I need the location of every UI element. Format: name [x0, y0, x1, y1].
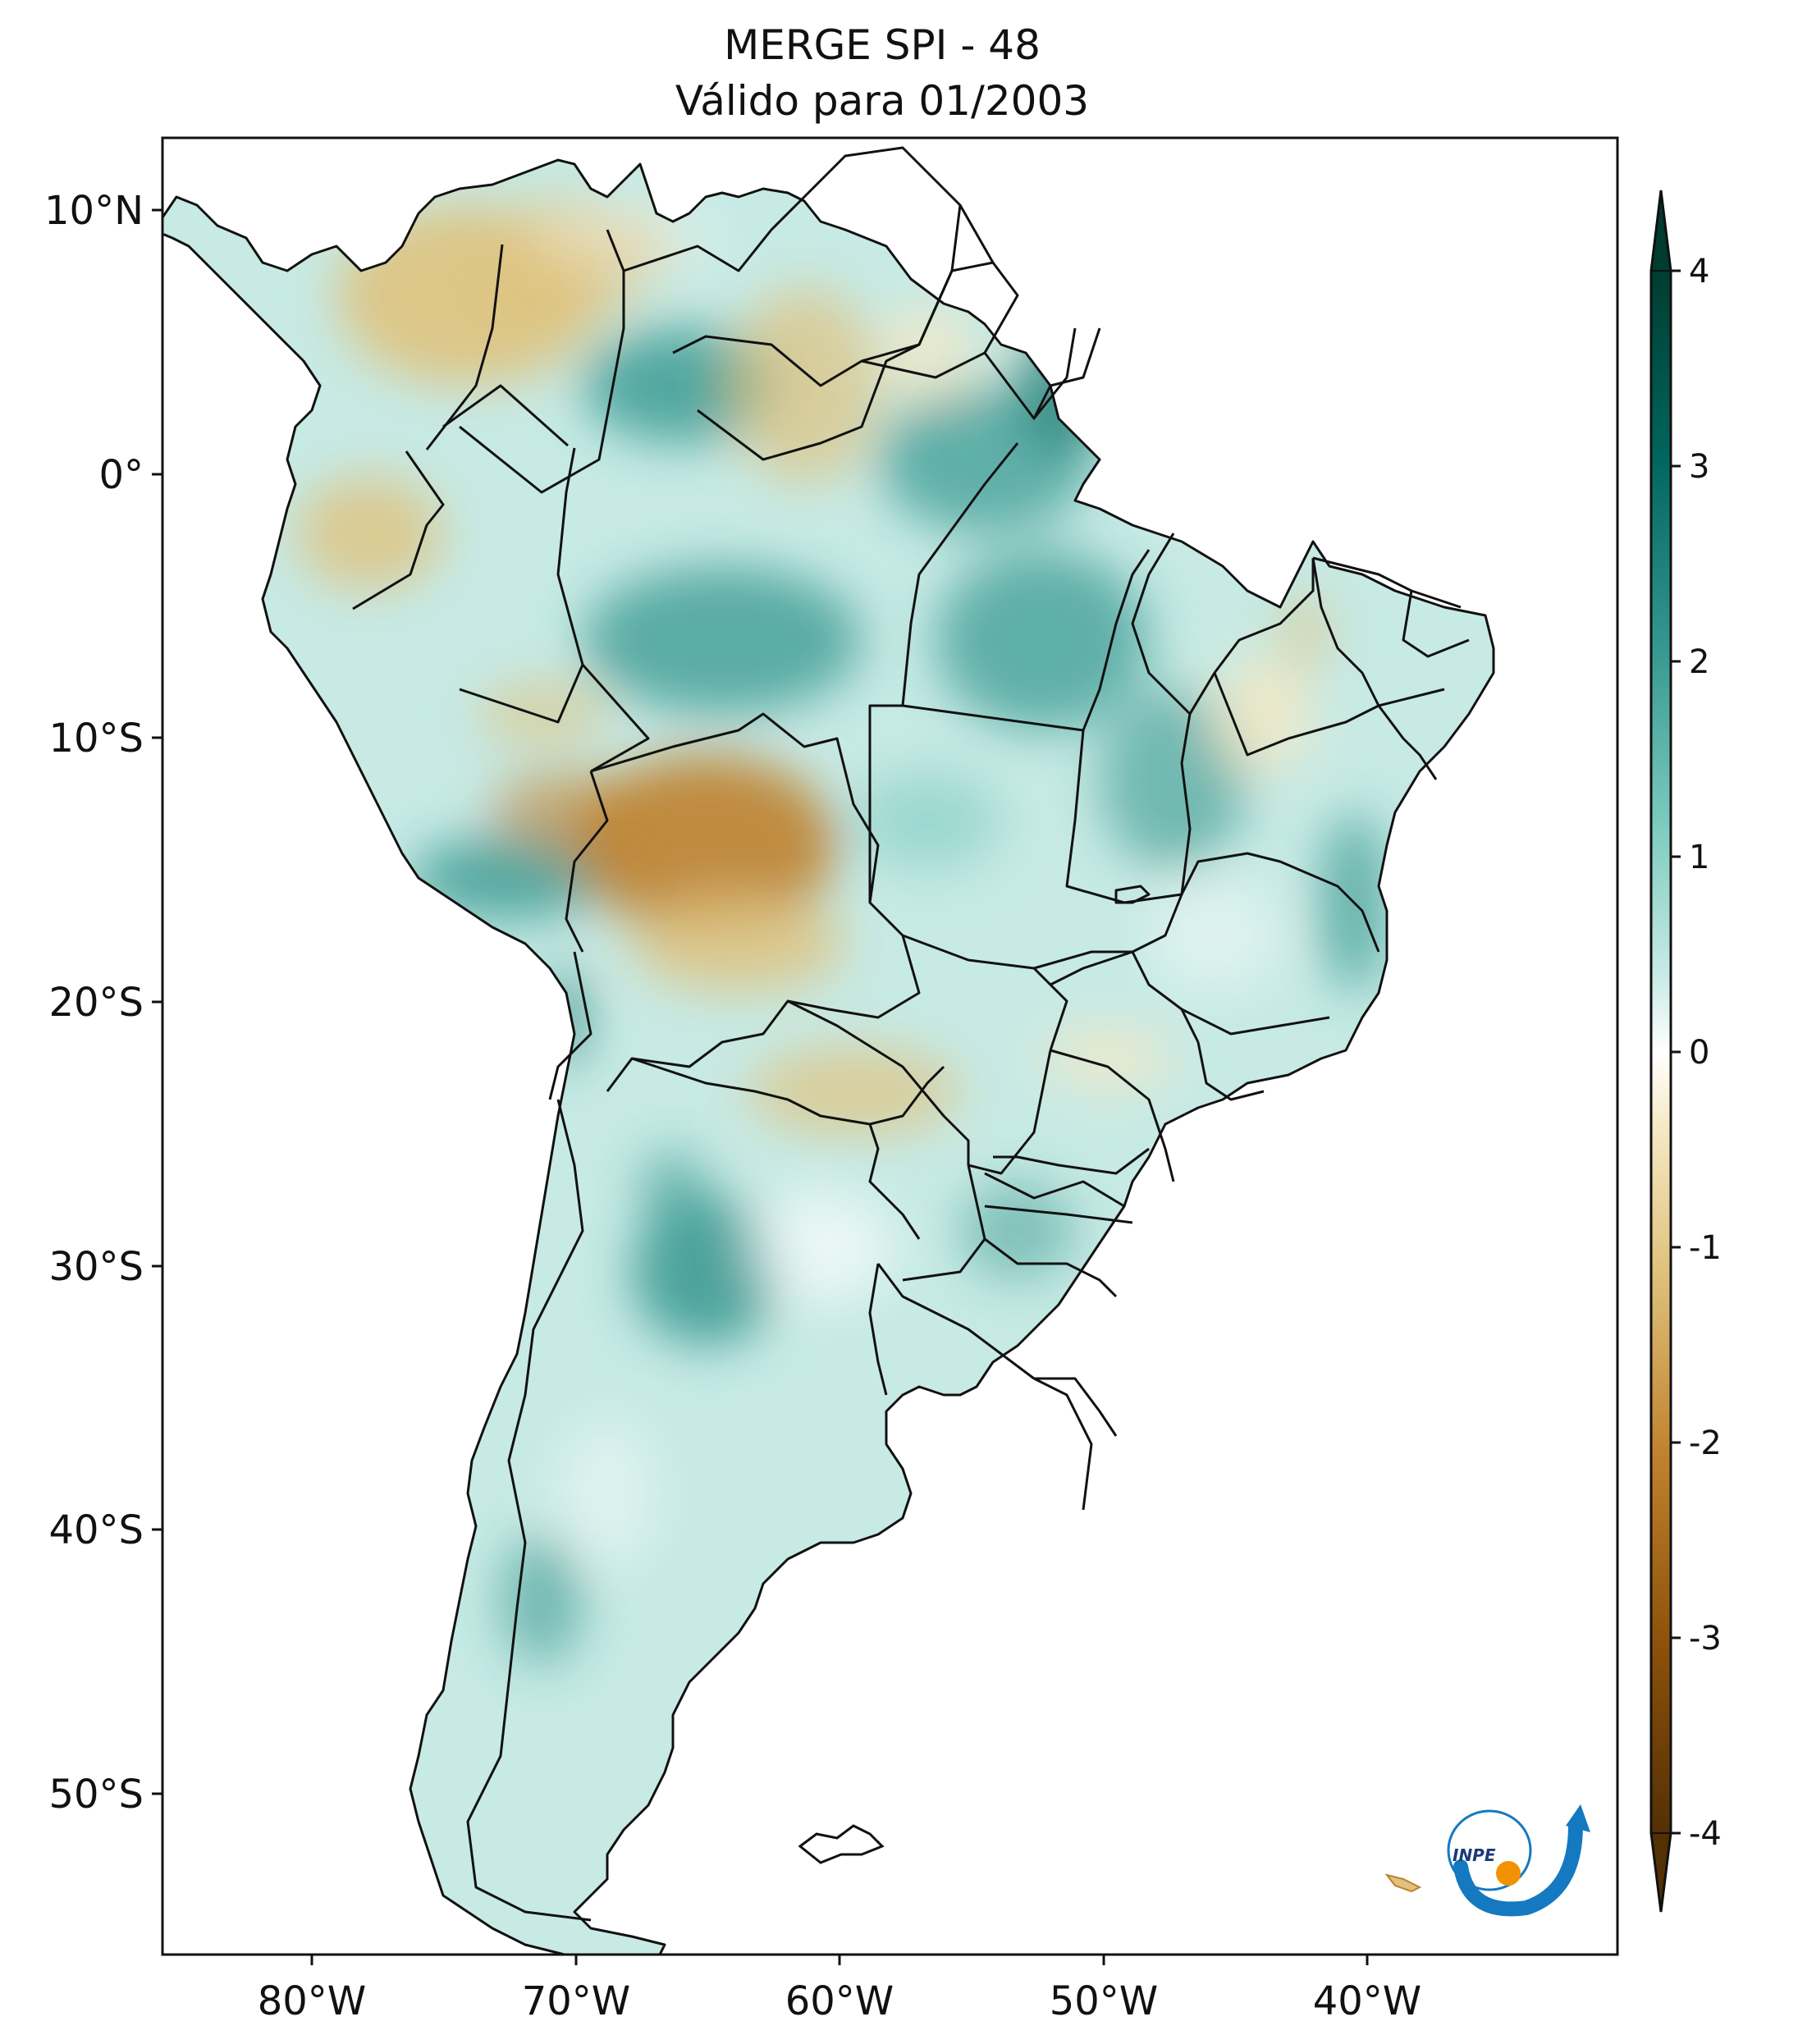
falkland-islands — [798, 1824, 885, 1864]
spi-field — [162, 160, 1494, 1955]
logo-orbit-icon — [1447, 1809, 1532, 1891]
lon-tick-label: 50°W — [1050, 1978, 1159, 2024]
lat-axis: 10°N 0° 10°S 20°S 30°S 40°S 50°S — [44, 188, 162, 1818]
map-panel — [162, 138, 1617, 1955]
small-island — [1384, 1873, 1422, 1893]
lon-tick-label: 40°W — [1313, 1978, 1422, 2024]
colorbar-tick-label: -1 — [1689, 1229, 1722, 1267]
colorbar-tick-label: 1 — [1689, 839, 1709, 876]
colorbar-tick-label: 0 — [1689, 1034, 1709, 1072]
map-title: MERGE SPI - 48 — [724, 21, 1041, 69]
logo-swoosh-icon — [1453, 1818, 1583, 1917]
colorbar: 4 3 2 1 0 -1 -2 -3 -4 — [1649, 190, 1722, 1913]
lon-tick-label: 60°W — [785, 1978, 894, 2024]
logo-text: INPE — [1453, 1845, 1496, 1865]
lat-tick-label: 0° — [98, 452, 144, 498]
colorbar-tick-label: -4 — [1689, 1815, 1722, 1853]
colorbar-tick-label: 3 — [1689, 448, 1709, 486]
map-frame — [161, 136, 1619, 1956]
lon-tick-label: 80°W — [258, 1978, 367, 2024]
logo-arrow-icon — [1566, 1804, 1590, 1832]
lon-tick-label: 70°W — [522, 1978, 631, 2024]
lat-tick-label: 10°N — [44, 188, 144, 234]
lon-axis: 80°W 70°W 60°W 50°W 40°W — [258, 1955, 1422, 2024]
colorbar-tick-label: -2 — [1689, 1424, 1722, 1462]
inpe-logo: INPE — [1447, 1804, 1590, 1917]
colorbar-tick-label: 4 — [1689, 253, 1709, 290]
lat-tick-label: 10°S — [48, 716, 144, 761]
colorbar-tick-label: 2 — [1689, 643, 1709, 681]
lat-tick-label: 40°S — [48, 1507, 144, 1553]
colorbar-tick-label: -3 — [1689, 1620, 1722, 1658]
lat-tick-label: 30°S — [48, 1244, 144, 1290]
continent-outline — [162, 158, 1495, 1955]
country-borders — [352, 146, 1470, 1922]
logo-sun-icon — [1496, 1861, 1521, 1886]
lat-tick-label: 50°S — [48, 1772, 144, 1818]
map-subtitle: Válido para 01/2003 — [675, 77, 1089, 125]
lat-tick-label: 20°S — [48, 980, 144, 1026]
